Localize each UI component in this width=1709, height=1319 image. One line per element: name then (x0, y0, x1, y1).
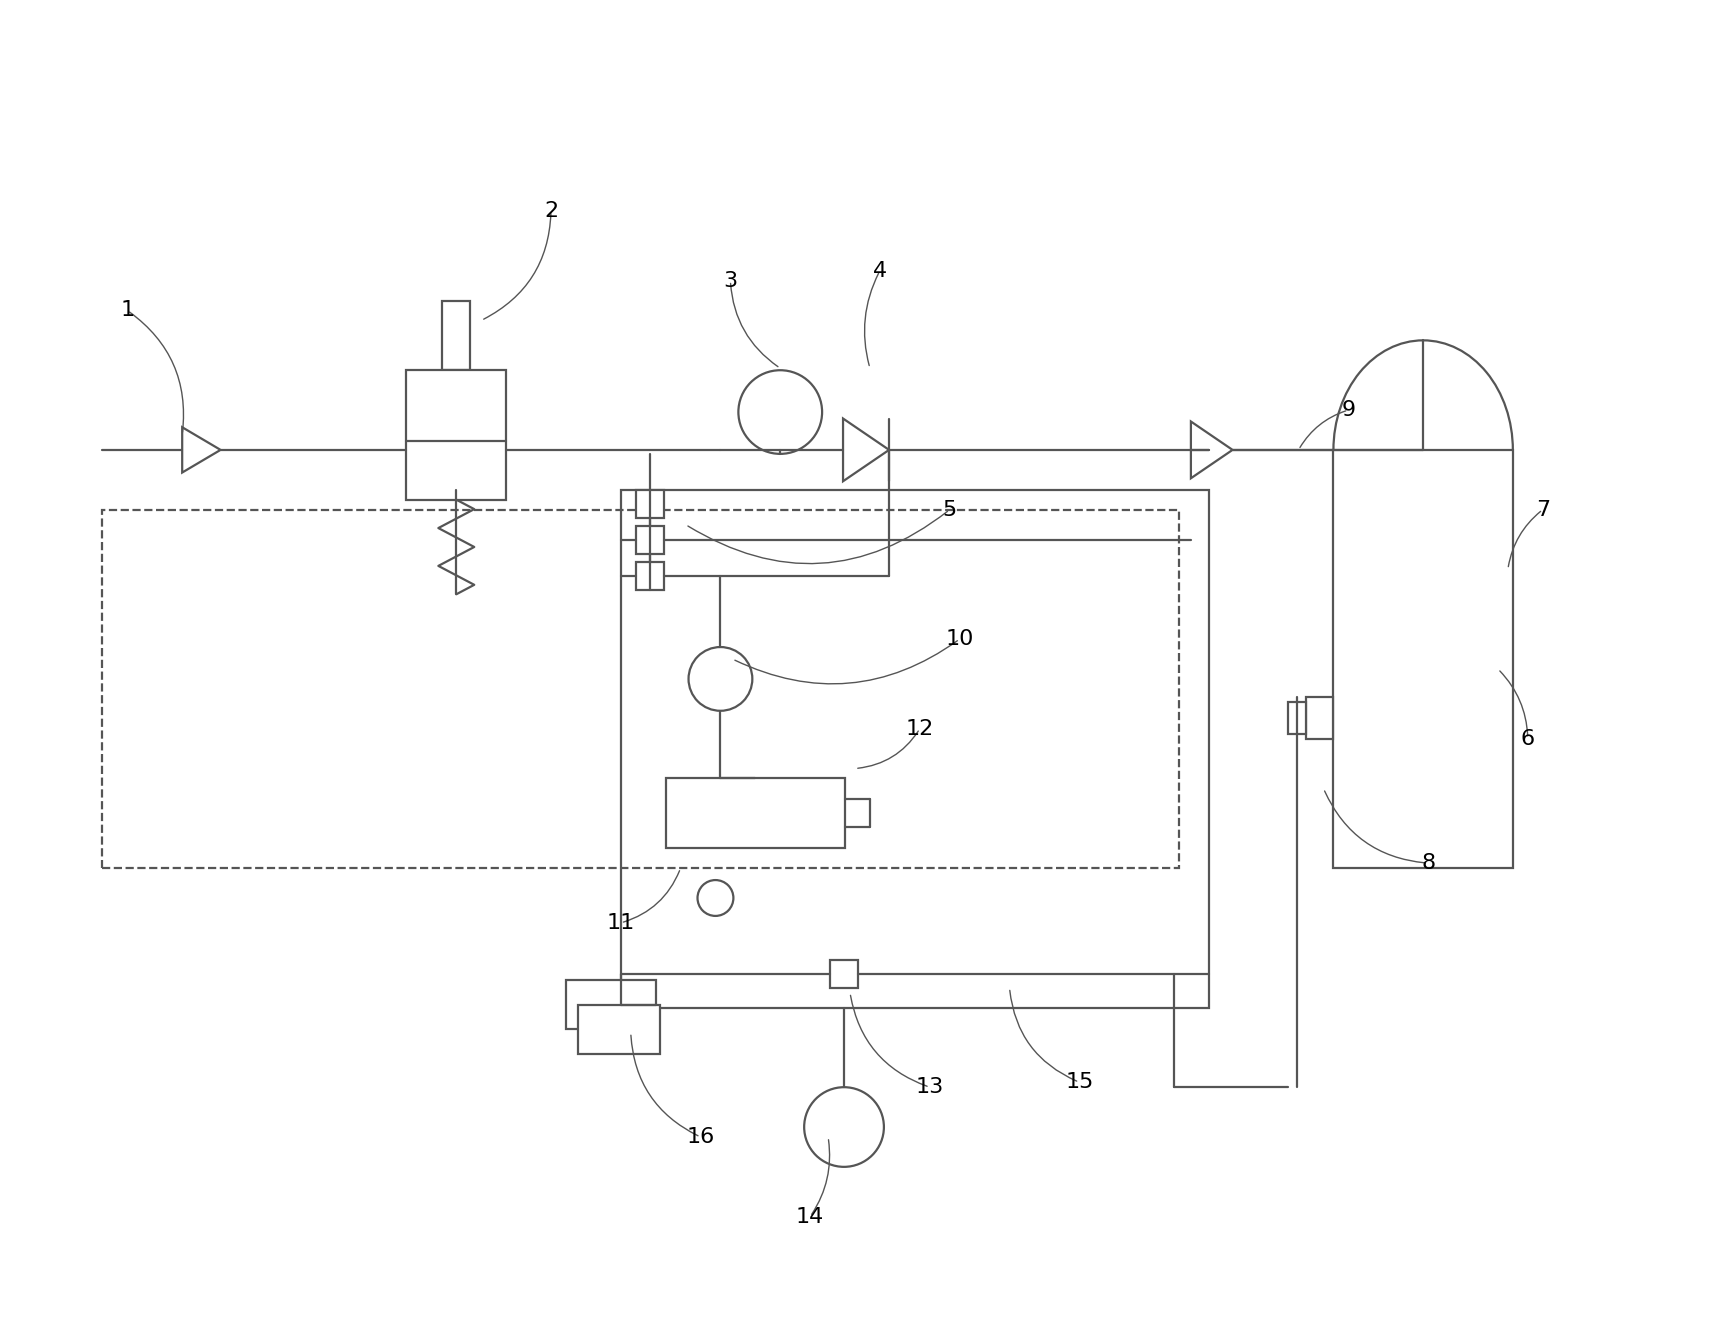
Text: 11: 11 (607, 913, 634, 933)
Bar (566, 980, 656, 1029)
Text: 3: 3 (723, 270, 738, 290)
Text: 9: 9 (1342, 400, 1355, 419)
Bar (636, 526, 663, 554)
Bar (831, 960, 858, 988)
Bar (1306, 696, 1333, 739)
Text: 8: 8 (1422, 853, 1436, 873)
Bar (407, 371, 506, 500)
Bar (636, 562, 663, 590)
Text: 4: 4 (873, 261, 887, 281)
Bar (620, 489, 1208, 1008)
Text: 16: 16 (687, 1126, 714, 1148)
Text: 2: 2 (543, 200, 559, 220)
Text: 15: 15 (1065, 1072, 1094, 1092)
Text: 13: 13 (916, 1078, 943, 1097)
Bar (443, 301, 470, 371)
Bar (1333, 450, 1512, 868)
Bar (1287, 702, 1306, 733)
Bar (578, 1005, 660, 1054)
Text: 7: 7 (1536, 500, 1550, 520)
Text: 1: 1 (120, 301, 135, 321)
Text: 10: 10 (945, 629, 974, 649)
Bar (103, 509, 1179, 868)
Bar (636, 489, 663, 517)
Text: 14: 14 (796, 1207, 824, 1227)
Text: 5: 5 (943, 500, 957, 520)
Bar (665, 778, 844, 848)
Text: 6: 6 (1521, 728, 1535, 749)
Text: 12: 12 (906, 719, 933, 739)
